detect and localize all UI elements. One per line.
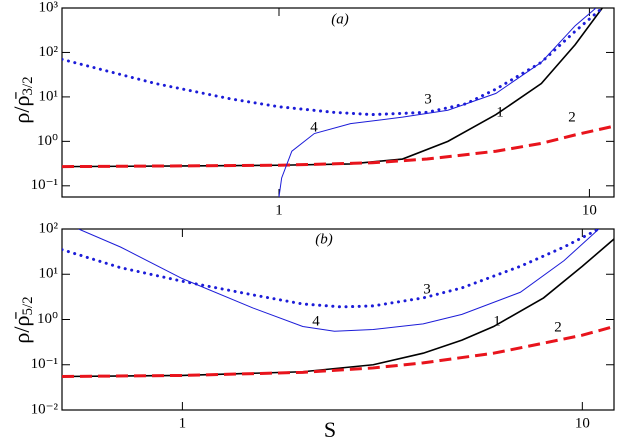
curves	[62, 229, 614, 378]
curve	[62, 8, 603, 168]
curve-label: 3	[423, 281, 431, 297]
panel-annotation: (a)	[331, 11, 349, 27]
x-tick-label: 10	[575, 415, 590, 431]
y-axis-label-main: ρ/ρ̄	[9, 312, 34, 344]
y-tick-label: 10²	[39, 44, 59, 60]
curve	[62, 124, 614, 169]
y-axis-label: ρ/ρ̄5/2	[9, 296, 36, 343]
curve-label: 1	[493, 313, 501, 329]
y-tick-label: 10⁰	[37, 133, 58, 149]
curve-label: 2	[568, 109, 576, 125]
y-tick-label: 10⁻¹	[31, 356, 58, 372]
x-tick-label: 1	[275, 202, 283, 218]
panel-annotation: (b)	[315, 231, 333, 247]
y-tick-label: 10⁻²	[31, 401, 59, 417]
curve	[78, 229, 600, 332]
x-axis-label: S	[324, 417, 336, 438]
curve-label: 3	[424, 91, 432, 107]
y-axis-label-sub: 5/2	[20, 296, 36, 315]
y-tick-label: 10⁰	[37, 311, 58, 327]
curve-label: 4	[312, 313, 320, 329]
curve	[62, 325, 614, 378]
y-axis-label: ρ/ρ̄3/2	[9, 76, 36, 123]
y-tick-label: 10³	[39, 0, 59, 15]
panel: 10⁻² 10⁻¹ 10⁰ 10¹ 10² 1 10 ρ/ρ̄5/2 S (b) 1 2 3 4	[9, 220, 615, 438]
x-tick-label: 10	[582, 202, 597, 218]
curve	[62, 8, 604, 117]
curve-label: 2	[554, 319, 562, 335]
y-tick-label: 10¹	[39, 266, 59, 282]
y-axis-label-main: ρ/ρ̄	[9, 92, 34, 124]
curves	[62, 8, 614, 197]
y-tick-label: 10¹	[39, 88, 59, 104]
curve	[278, 8, 597, 197]
plot-frame	[61, 228, 615, 411]
curve-label: 4	[310, 119, 318, 135]
plot-frame	[61, 7, 615, 198]
x-tick-label: 1	[179, 415, 187, 431]
y-tick-label: 10⁻¹	[31, 177, 58, 193]
y-axis-label-sub: 3/2	[20, 76, 36, 95]
panel: 10⁻¹ 10⁰ 10¹ 10² 10³ 1 10 ρ/ρ̄3/2 (a) 1 2 3 4	[9, 0, 615, 218]
y-tick-label: 10²	[39, 220, 59, 236]
curve-label: 1	[496, 104, 504, 120]
